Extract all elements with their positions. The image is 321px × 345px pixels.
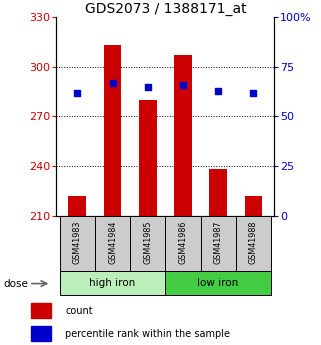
Bar <box>165 216 201 271</box>
Bar <box>60 216 95 271</box>
Bar <box>31 326 51 341</box>
Bar <box>245 196 262 216</box>
Bar <box>174 55 192 216</box>
Bar <box>95 216 130 271</box>
Bar <box>201 216 236 271</box>
Text: GSM41988: GSM41988 <box>249 220 258 264</box>
Bar <box>165 271 271 295</box>
Text: GSM41985: GSM41985 <box>143 220 152 264</box>
Text: GSM41986: GSM41986 <box>178 220 187 264</box>
Text: dose: dose <box>3 279 28 288</box>
Point <box>180 82 186 87</box>
Text: high iron: high iron <box>89 278 136 288</box>
Text: GSM41983: GSM41983 <box>73 220 82 264</box>
Point <box>216 88 221 93</box>
Bar <box>31 303 51 318</box>
Text: GSM41987: GSM41987 <box>213 220 223 264</box>
Text: low iron: low iron <box>197 278 239 288</box>
Bar <box>60 271 165 295</box>
Text: count: count <box>65 306 93 316</box>
Bar <box>68 196 86 216</box>
Text: percentile rank within the sample: percentile rank within the sample <box>65 329 230 339</box>
Bar <box>104 45 121 216</box>
Text: GSM41984: GSM41984 <box>108 220 117 264</box>
Bar <box>130 216 165 271</box>
Bar <box>236 216 271 271</box>
Point <box>251 90 256 95</box>
Bar <box>209 169 227 216</box>
Title: GDS2073 / 1388171_at: GDS2073 / 1388171_at <box>84 2 246 16</box>
Point <box>110 80 115 86</box>
Bar <box>139 100 157 216</box>
Point <box>145 84 150 89</box>
Point <box>75 90 80 95</box>
